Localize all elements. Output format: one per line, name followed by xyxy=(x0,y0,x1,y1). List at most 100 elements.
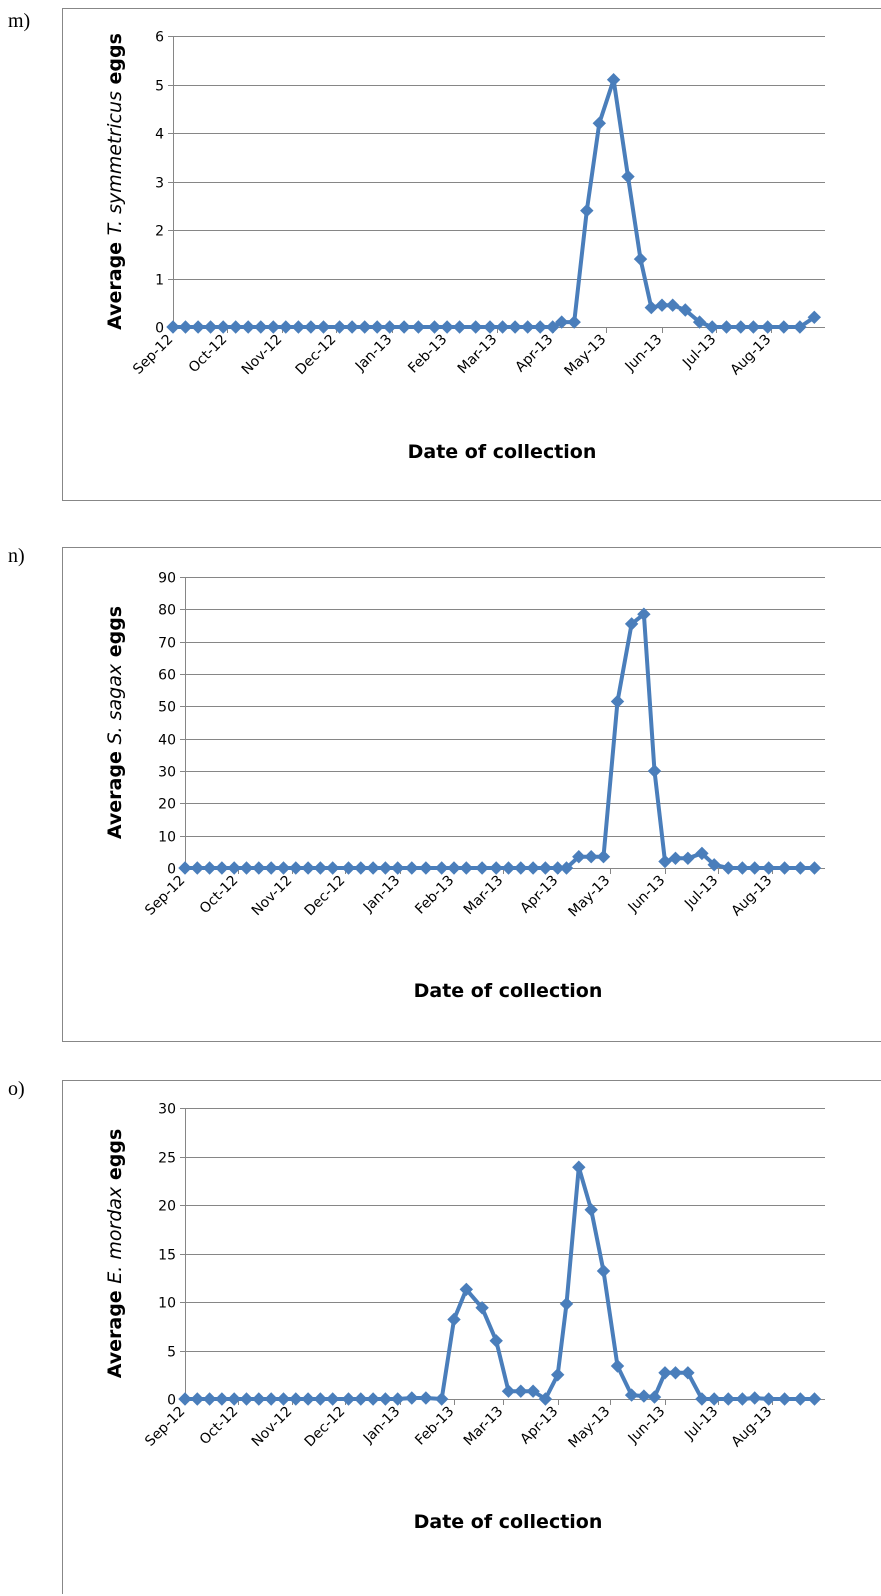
data-point xyxy=(658,854,672,869)
data-point xyxy=(734,320,748,334)
data-point xyxy=(178,1392,192,1406)
data-point xyxy=(313,1392,328,1406)
data-point xyxy=(621,169,635,184)
y-tick-label: 0 xyxy=(167,1393,176,1409)
data-point xyxy=(239,861,254,875)
data-point xyxy=(554,315,569,329)
data-point xyxy=(761,1392,776,1406)
data-point xyxy=(227,1392,241,1406)
data-point xyxy=(252,861,266,875)
y-tick-label: 3 xyxy=(155,176,164,192)
data-point xyxy=(252,1392,266,1406)
data-point xyxy=(276,1392,291,1406)
data-point xyxy=(459,1282,474,1297)
data-point xyxy=(610,1359,625,1373)
data-point xyxy=(202,861,217,875)
data-point xyxy=(681,851,695,866)
data-point xyxy=(316,320,331,334)
data-point xyxy=(719,320,734,334)
y-tick-label: 20 xyxy=(158,797,176,813)
data-point xyxy=(508,320,522,334)
data-point xyxy=(390,861,405,875)
data-point xyxy=(264,861,278,875)
data-point xyxy=(341,861,356,875)
data-point xyxy=(550,1368,565,1382)
panel-label-n: n) xyxy=(8,545,25,567)
data-point xyxy=(665,298,680,312)
data-point xyxy=(545,320,560,334)
y-tick-label: 0 xyxy=(155,321,164,337)
y-tick-label: 2 xyxy=(155,224,164,240)
data-point xyxy=(266,320,281,334)
data-point xyxy=(370,320,384,334)
y-tick-label: 4 xyxy=(155,127,164,143)
data-point xyxy=(807,310,822,325)
y-tick-label: 90 xyxy=(158,571,176,587)
data-point xyxy=(191,320,205,334)
data-point xyxy=(533,320,547,334)
data-point xyxy=(681,1366,695,1380)
data-point xyxy=(514,861,528,875)
data-point xyxy=(411,320,426,334)
data-point xyxy=(289,861,303,875)
data-point xyxy=(227,861,241,875)
data-point xyxy=(777,861,792,875)
data-point xyxy=(419,861,433,875)
data-point xyxy=(655,298,669,312)
data-point xyxy=(695,1392,709,1406)
data-point xyxy=(345,320,359,334)
data-point xyxy=(190,861,205,875)
data-point xyxy=(514,1384,528,1398)
data-point xyxy=(559,861,574,875)
y-axis-title-species: T. symmetricus xyxy=(104,91,126,235)
y-tick-label: 60 xyxy=(158,668,176,684)
data-point xyxy=(357,320,372,334)
y-axis-title-part: Average xyxy=(104,235,126,330)
x-axis-title: Date of collection xyxy=(414,1511,603,1533)
data-point xyxy=(397,320,411,334)
data-point xyxy=(793,861,808,875)
data-point xyxy=(301,1392,315,1406)
data-point xyxy=(489,861,503,875)
data-point xyxy=(279,320,293,334)
data-point xyxy=(721,861,736,875)
data-point xyxy=(761,861,776,875)
data-point xyxy=(216,320,230,334)
data-point xyxy=(203,320,218,334)
data-point xyxy=(483,320,497,334)
data-point xyxy=(807,1392,822,1406)
data-point xyxy=(325,1392,340,1406)
y-tick-label: 25 xyxy=(158,1151,176,1167)
data-point xyxy=(735,1392,750,1406)
data-point xyxy=(405,1391,419,1405)
data-point xyxy=(777,320,791,334)
data-point xyxy=(166,320,180,334)
data-point xyxy=(637,1389,651,1403)
data-point xyxy=(354,1392,368,1406)
data-point xyxy=(475,861,489,875)
data-point xyxy=(419,1391,433,1405)
panel-label-m: m) xyxy=(8,10,31,32)
data-point xyxy=(447,861,461,875)
y-tick-label: 10 xyxy=(158,830,176,846)
data-point xyxy=(584,1203,598,1217)
y-tick-label: 0 xyxy=(167,862,176,878)
data-point xyxy=(378,861,393,875)
data-point xyxy=(760,320,775,334)
data-point xyxy=(559,1297,574,1311)
data-point xyxy=(264,1392,278,1406)
data-point xyxy=(637,607,651,621)
data-point xyxy=(501,861,516,875)
data-point xyxy=(241,320,255,334)
data-point xyxy=(596,1264,611,1278)
data-point xyxy=(668,1366,683,1380)
chart-frame xyxy=(62,8,881,501)
data-point xyxy=(550,861,565,875)
data-point xyxy=(228,320,243,334)
data-point xyxy=(366,861,380,875)
data-point xyxy=(624,617,639,631)
data-point xyxy=(695,846,709,861)
data-point xyxy=(658,1366,672,1380)
data-point xyxy=(538,861,553,875)
